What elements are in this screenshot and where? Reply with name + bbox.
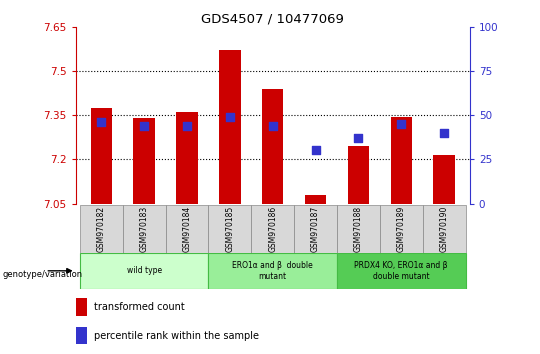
Text: transformed count: transformed count <box>94 302 185 312</box>
Bar <box>123 205 166 253</box>
Bar <box>348 146 369 204</box>
Text: GSM970186: GSM970186 <box>268 206 277 252</box>
Bar <box>208 253 337 289</box>
Point <box>397 121 406 127</box>
Point <box>268 123 277 129</box>
Text: GSM970190: GSM970190 <box>440 206 449 252</box>
Bar <box>262 88 284 204</box>
Text: GSM970184: GSM970184 <box>183 206 192 252</box>
Bar <box>337 205 380 253</box>
Bar <box>434 155 455 204</box>
Bar <box>380 205 423 253</box>
Bar <box>423 205 465 253</box>
Bar <box>80 205 123 253</box>
Bar <box>251 205 294 253</box>
Text: GSM970189: GSM970189 <box>397 206 406 252</box>
Bar <box>219 50 240 204</box>
Text: percentile rank within the sample: percentile rank within the sample <box>94 331 260 341</box>
Text: GSM970183: GSM970183 <box>140 206 149 252</box>
Bar <box>133 118 155 204</box>
Bar <box>337 253 465 289</box>
Bar <box>76 298 87 316</box>
Bar <box>76 327 87 344</box>
Point <box>440 130 448 136</box>
Bar <box>390 116 412 204</box>
Point <box>311 148 320 153</box>
Point <box>183 123 191 129</box>
Text: GSM970182: GSM970182 <box>97 206 106 252</box>
Text: GSM970187: GSM970187 <box>311 206 320 252</box>
Bar <box>166 205 208 253</box>
Text: wild type: wild type <box>126 266 161 275</box>
Text: GSM970188: GSM970188 <box>354 206 363 252</box>
Text: PRDX4 KO, ERO1α and β
double mutant: PRDX4 KO, ERO1α and β double mutant <box>354 261 448 280</box>
Text: genotype/variation: genotype/variation <box>3 270 83 279</box>
Bar <box>208 205 251 253</box>
Text: GSM970185: GSM970185 <box>225 206 234 252</box>
Point <box>354 135 363 141</box>
Bar <box>294 205 337 253</box>
Text: ERO1α and β  double
mutant: ERO1α and β double mutant <box>232 261 313 280</box>
Bar <box>305 195 326 204</box>
Bar <box>80 253 208 289</box>
Point <box>226 114 234 120</box>
Bar <box>176 112 198 204</box>
Bar <box>91 108 112 204</box>
Point <box>97 119 106 125</box>
Title: GDS4507 / 10477069: GDS4507 / 10477069 <box>201 12 344 25</box>
Point <box>140 123 149 129</box>
